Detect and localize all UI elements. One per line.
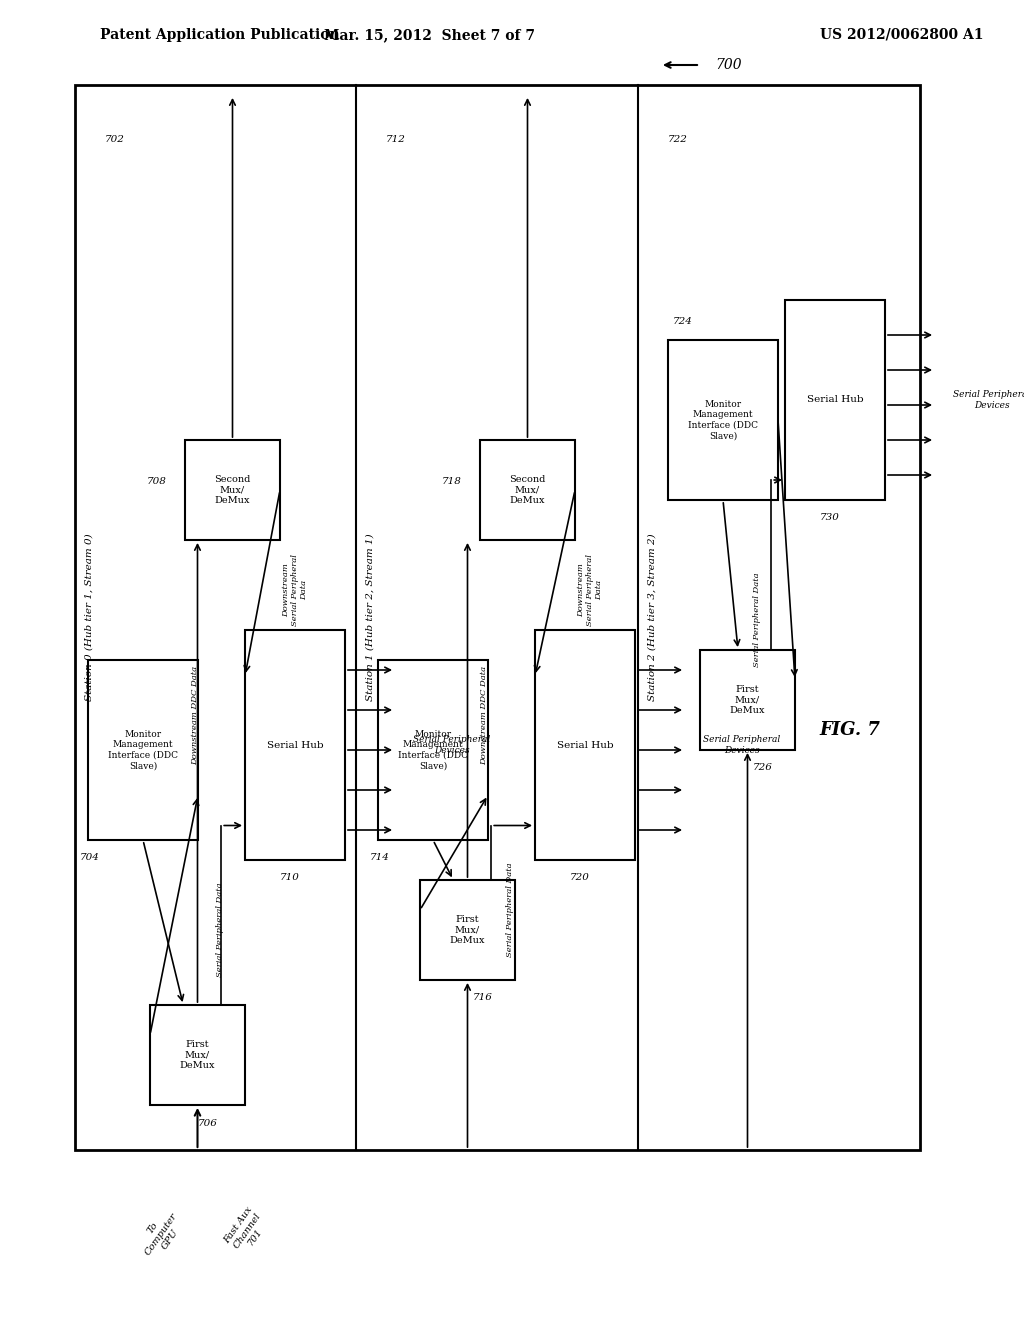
Bar bbox=[668, 341, 778, 500]
Text: Downstream
Serial Peripheral
Data: Downstream Serial Peripheral Data bbox=[577, 554, 603, 626]
Text: Station 2 (Hub tier 3, Stream 2): Station 2 (Hub tier 3, Stream 2) bbox=[647, 533, 656, 701]
Text: 714: 714 bbox=[370, 854, 390, 862]
Text: 700: 700 bbox=[715, 58, 741, 73]
Text: To
Computer
GPU: To Computer GPU bbox=[135, 1205, 187, 1262]
Text: Mar. 15, 2012  Sheet 7 of 7: Mar. 15, 2012 Sheet 7 of 7 bbox=[325, 28, 536, 42]
Text: 710: 710 bbox=[280, 874, 300, 883]
Text: Monitor
Management
Interface (DDC
Slave): Monitor Management Interface (DDC Slave) bbox=[108, 730, 178, 770]
Text: First
Mux/
DeMux: First Mux/ DeMux bbox=[180, 1040, 215, 1071]
Text: 720: 720 bbox=[570, 874, 590, 883]
Text: 726: 726 bbox=[753, 763, 772, 772]
Text: Station 1 (Hub tier 2, Stream 1): Station 1 (Hub tier 2, Stream 1) bbox=[366, 533, 375, 701]
Text: Downstream DDC Data: Downstream DDC Data bbox=[191, 665, 199, 764]
Bar bbox=[88, 660, 198, 840]
Text: Serial Peripheral Data: Serial Peripheral Data bbox=[216, 883, 224, 977]
Text: First
Mux/
DeMux: First Mux/ DeMux bbox=[730, 685, 765, 715]
Text: Serial Peripheral
Devices: Serial Peripheral Devices bbox=[703, 735, 780, 755]
Text: First
Mux/
DeMux: First Mux/ DeMux bbox=[450, 915, 485, 945]
Text: Serial Peripheral Data: Serial Peripheral Data bbox=[506, 863, 514, 957]
Text: Serial Hub: Serial Hub bbox=[557, 741, 613, 750]
Bar bbox=[378, 660, 488, 840]
Text: Second
Mux/
DeMux: Second Mux/ DeMux bbox=[214, 475, 251, 504]
Bar bbox=[75, 84, 920, 1150]
Text: Monitor
Management
Interface (DDC
Slave): Monitor Management Interface (DDC Slave) bbox=[398, 730, 468, 770]
Text: Monitor
Management
Interface (DDC
Slave): Monitor Management Interface (DDC Slave) bbox=[688, 400, 758, 440]
Bar bbox=[150, 1005, 245, 1105]
Text: FIG. 7: FIG. 7 bbox=[819, 721, 881, 739]
Text: 722: 722 bbox=[668, 136, 688, 144]
Bar bbox=[420, 880, 515, 979]
Text: Downstream DDC Data: Downstream DDC Data bbox=[480, 665, 488, 764]
Text: US 2012/0062800 A1: US 2012/0062800 A1 bbox=[820, 28, 983, 42]
Text: Serial Hub: Serial Hub bbox=[266, 741, 324, 750]
Text: Serial Peripheral Data: Serial Peripheral Data bbox=[753, 573, 761, 668]
Bar bbox=[700, 649, 795, 750]
Text: Downstream
Serial Peripheral
Data: Downstream Serial Peripheral Data bbox=[282, 554, 308, 626]
Bar bbox=[785, 300, 885, 500]
Text: 730: 730 bbox=[820, 513, 840, 523]
Text: 716: 716 bbox=[472, 994, 493, 1002]
Text: Serial Peripheral
Devices: Serial Peripheral Devices bbox=[953, 391, 1024, 409]
Text: 718: 718 bbox=[442, 478, 462, 487]
Text: Second
Mux/
DeMux: Second Mux/ DeMux bbox=[509, 475, 546, 504]
Text: 724: 724 bbox=[673, 318, 693, 326]
Bar bbox=[480, 440, 575, 540]
Bar bbox=[245, 630, 345, 861]
Text: 706: 706 bbox=[198, 1118, 217, 1127]
Bar bbox=[185, 440, 280, 540]
Text: 702: 702 bbox=[105, 136, 125, 144]
Bar bbox=[535, 630, 635, 861]
Text: Serial Hub: Serial Hub bbox=[807, 396, 863, 404]
Text: Station 0 (Hub tier 1, Stream 0): Station 0 (Hub tier 1, Stream 0) bbox=[85, 533, 93, 701]
Text: 712: 712 bbox=[386, 136, 406, 144]
Text: Fast Aux
Channel
701: Fast Aux Channel 701 bbox=[222, 1205, 271, 1257]
Text: Patent Application Publication: Patent Application Publication bbox=[100, 28, 340, 42]
Text: Serial Peripheral
Devices: Serial Peripheral Devices bbox=[413, 735, 490, 755]
Text: 704: 704 bbox=[80, 854, 100, 862]
Text: 708: 708 bbox=[147, 478, 167, 487]
